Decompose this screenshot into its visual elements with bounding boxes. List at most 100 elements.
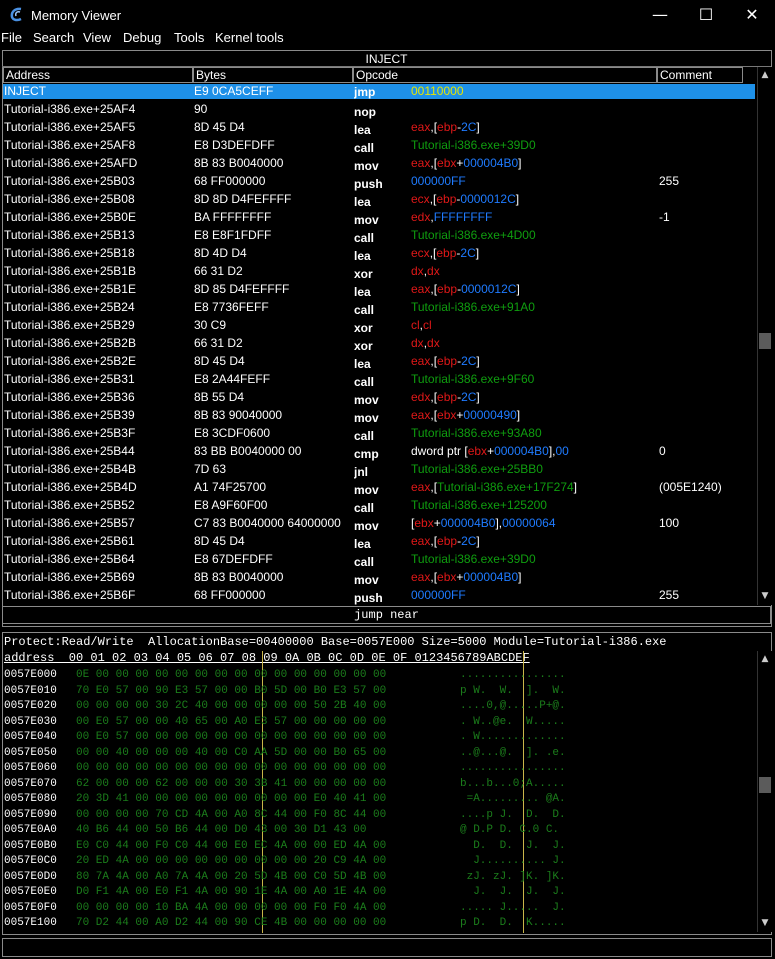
disasm-row[interactable]: Tutorial-i386.exe+25B6F 68 FF000000 push 00… — [3, 586, 755, 605]
disasm-row[interactable]: Tutorial-i386.exe+25B1B 66 31 D2 xor dx,dx — [3, 262, 755, 281]
hex-row-ascii: . W..@e. W..... — [460, 715, 566, 728]
disasm-row[interactable]: Tutorial-i386.exe+25B39 8B 83 90040000 mov… — [3, 406, 755, 425]
row-bytes: 30 C9 — [194, 318, 227, 332]
operand-token: 000004B0 — [494, 444, 549, 458]
row-address: Tutorial-i386.exe+25B39 — [4, 408, 135, 422]
disasm-row[interactable]: Tutorial-i386.exe+25B61 8D 45 D4 lea eax,[e… — [3, 532, 755, 551]
operand-token: - — [456, 246, 461, 260]
column-header-address[interactable]: Address — [3, 67, 193, 83]
disasm-row[interactable]: Tutorial-i386.exe+25B03 68 FF000000 push 00… — [3, 172, 755, 191]
row-operands: Tutorial-i386.exe+4D00 — [411, 226, 657, 244]
maximize-button[interactable]: ☐ — [698, 5, 714, 24]
minimize-button[interactable]: — — [652, 5, 668, 24]
operand-token: Tutorial-i386.exe+125200 — [411, 498, 547, 512]
hex-scroll-up-arrow-icon[interactable]: ▲ — [761, 654, 769, 664]
hex-ascii-divider — [523, 651, 524, 933]
row-address: Tutorial-i386.exe+25B03 — [4, 174, 135, 188]
disasm-row[interactable]: Tutorial-i386.exe+25B64 E8 67DEFDFF call Tu… — [3, 550, 755, 569]
row-address: Tutorial-i386.exe+25B4D — [4, 480, 137, 494]
disasm-row[interactable]: Tutorial-i386.exe+25B08 8D 8D D4FEFFFF lea… — [3, 190, 755, 209]
disasm-row[interactable]: Tutorial-i386.exe+25B57 C7 83 B0040000 64… — [3, 514, 755, 533]
hex-row-bytes: 00 00 00 00 30 2C 40 00 00 00 00 00 50 2… — [76, 700, 387, 712]
operand-token: cl — [411, 318, 420, 332]
menu-file[interactable]: File — [1, 30, 22, 45]
disasm-row[interactable]: Tutorial-i386.exe+25B31 E8 2A44FEFF call Tu… — [3, 370, 755, 389]
row-address: Tutorial-i386.exe+25B52 — [4, 498, 135, 512]
disasm-row-selected[interactable]: INJECT E9 0CA5CEFF jmp 00110000 — [3, 84, 755, 99]
operand-token: eax — [411, 570, 431, 584]
hex-scroll-down-arrow-icon[interactable]: ▼ — [761, 918, 769, 928]
disasm-row[interactable]: Tutorial-i386.exe+25B36 8B 55 D4 mov edx,[e… — [3, 388, 755, 407]
row-opcode: mov — [354, 393, 379, 407]
disasm-row[interactable]: Tutorial-i386.exe+25AF8 E8 D3DEFDFF call Tu… — [3, 136, 755, 155]
row-address: Tutorial-i386.exe+25B2B — [4, 336, 136, 350]
hex-row-bytes: 00 E0 57 00 00 40 65 00 A0 E3 57 00 00 0… — [76, 715, 387, 728]
operand-token: eax — [411, 408, 431, 422]
hex-row-bytes: 80 7A 4A 00 A0 7A 4A 00 20 5D 4B 00 C0 5… — [76, 870, 387, 883]
row-operands: eax,[ebp-2C] — [411, 532, 657, 550]
operand-token: ebp — [437, 534, 458, 548]
menu-search[interactable]: Search — [33, 30, 75, 45]
disasm-row[interactable]: Tutorial-i386.exe+25B1E 8D 85 D4FEFFFF lea… — [3, 280, 755, 299]
row-opcode: xor — [354, 321, 373, 335]
row-opcode: mov — [354, 483, 379, 497]
menu-debug[interactable]: Debug — [123, 30, 162, 45]
column-header-opcode[interactable]: Opcode — [353, 67, 657, 83]
row-address: Tutorial-i386.exe+25B18 — [4, 246, 135, 260]
operand-token: ,[ — [430, 120, 438, 134]
menu-tools[interactable]: Tools — [174, 30, 205, 45]
hex-scrollbar[interactable]: ▲ ▼ — [757, 651, 772, 932]
scrollbar-thumb[interactable] — [759, 333, 771, 349]
operand-token: 2C — [460, 246, 476, 260]
disasm-row[interactable]: Tutorial-i386.exe+25B3F E8 3CDF0600 call Tu… — [3, 424, 755, 443]
disasm-row[interactable]: Tutorial-i386.exe+25B52 E8 A9F60F00 call Tu… — [3, 496, 755, 515]
operand-token: ebx — [414, 516, 434, 530]
row-opcode: mov — [354, 213, 379, 227]
disassembly-scrollbar[interactable]: ▲ ▼ — [757, 67, 772, 605]
disasm-row[interactable]: Tutorial-i386.exe+25AFD 8B 83 B0040000 mov… — [3, 154, 755, 173]
operand-token: ebp — [436, 192, 457, 206]
operand-token: - — [457, 282, 462, 296]
disasm-row[interactable]: Tutorial-i386.exe+25B4B 7D 63 jnl Tutorial-… — [3, 460, 755, 479]
row-opcode: jmp — [354, 85, 376, 99]
disasm-row[interactable]: Tutorial-i386.exe+25B69 8B 83 B0040000 mov… — [3, 568, 755, 587]
disasm-row[interactable]: Tutorial-i386.exe+25AF4 90 nop — [3, 100, 755, 119]
row-bytes: A1 74F25700 — [194, 480, 267, 494]
hex-row-bytes: E0 C0 44 00 F0 C0 44 00 E0 EC 4A 00 00 E… — [76, 839, 387, 852]
disasm-row[interactable]: Tutorial-i386.exe+25B24 E8 7736FEFF call Tu… — [3, 298, 755, 317]
menu-view[interactable]: View — [83, 30, 111, 45]
operand-token: ebp — [437, 282, 458, 296]
row-opcode: call — [354, 429, 375, 443]
disasm-row[interactable]: Tutorial-i386.exe+25B0E BA FFFFFFFF mov edx… — [3, 208, 755, 227]
disasm-row[interactable]: Tutorial-i386.exe+25B44 83 BB B0040000 00… — [3, 442, 755, 461]
row-comment: -1 — [659, 210, 670, 224]
disasm-row[interactable]: Tutorial-i386.exe+25AF5 8D 45 D4 lea eax,[e… — [3, 118, 755, 137]
menu-kernel-tools[interactable]: Kernel tools — [215, 30, 284, 45]
operand-token: + — [487, 444, 495, 458]
row-bytes: 90 — [194, 102, 208, 116]
row-opcode: call — [354, 141, 375, 155]
column-header-bytes[interactable]: Bytes — [193, 67, 353, 83]
disasm-row[interactable]: Tutorial-i386.exe+25B4D A1 74F25700 mov eax… — [3, 478, 755, 497]
operand-token: ,[ — [430, 282, 438, 296]
operand-token: eax — [411, 156, 431, 170]
scroll-up-arrow-icon[interactable]: ▲ — [761, 70, 769, 80]
scroll-down-arrow-icon[interactable]: ▼ — [761, 591, 769, 601]
disasm-row[interactable]: Tutorial-i386.exe+25B18 8D 4D D4 lea ecx,[e… — [3, 244, 755, 263]
row-operands: 000000FF — [411, 586, 657, 604]
hex-scrollbar-thumb[interactable] — [759, 777, 771, 793]
hex-row-ascii: p W. W. ]. W. — [460, 684, 566, 697]
disasm-row[interactable]: Tutorial-i386.exe+25B2B 66 31 D2 xor dx,dx — [3, 334, 755, 353]
disasm-row[interactable]: Tutorial-i386.exe+25B29 30 C9 xor cl,cl — [3, 316, 755, 335]
row-opcode: mov — [354, 573, 379, 587]
operand-token: ,[ — [430, 354, 438, 368]
disasm-row[interactable]: Tutorial-i386.exe+25B2E 8D 45 D4 lea eax,[e… — [3, 352, 755, 371]
row-opcode: lea — [354, 249, 371, 263]
row-bytes: 83 BB B0040000 00 — [194, 444, 302, 458]
row-bytes: E8 67DEFDFF — [194, 552, 273, 566]
close-button[interactable]: ✕ — [745, 5, 759, 24]
disasm-row[interactable]: Tutorial-i386.exe+25B13 E8 E8F1FDFF call Tu… — [3, 226, 755, 245]
operand-token: 00 — [555, 444, 569, 458]
column-header-comment[interactable]: Comment — [657, 67, 743, 83]
hex-row-bytes: 70 E0 57 00 90 E3 57 00 00 B0 5D 00 B0 E… — [76, 684, 387, 697]
